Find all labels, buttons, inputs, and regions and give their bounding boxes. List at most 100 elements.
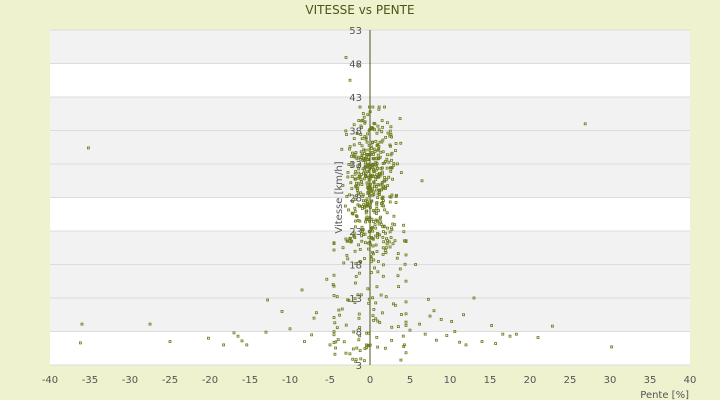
scatter-point — [368, 240, 372, 244]
scatter-point — [379, 220, 383, 224]
x-tick-label: 40 — [684, 375, 697, 386]
scatter-point — [387, 240, 391, 244]
scatter-point — [370, 217, 374, 221]
scatter-point — [362, 115, 366, 119]
scatter-point — [376, 148, 380, 152]
scatter-point — [369, 202, 373, 206]
scatter-point — [351, 347, 355, 351]
scatter-point — [168, 340, 172, 343]
scatter-point — [357, 316, 361, 320]
scatter-point — [340, 307, 344, 311]
x-tick-label: 20 — [524, 375, 537, 386]
x-tick-label: 15 — [484, 375, 497, 386]
scatter-point — [363, 168, 366, 172]
scatter-point — [371, 225, 375, 229]
scatter-point — [280, 309, 284, 313]
scatter-point — [359, 150, 363, 154]
scatter-point — [363, 121, 367, 125]
scatter-point — [379, 293, 383, 297]
scatter-point — [374, 139, 378, 143]
scatter-point — [380, 170, 384, 174]
scatter-point — [385, 166, 389, 170]
scatter-point — [310, 333, 314, 337]
scatter-point — [353, 225, 357, 229]
scatter-point — [394, 142, 398, 145]
scatter-point — [390, 228, 394, 231]
scatter-point — [369, 243, 372, 247]
scatter-point — [390, 151, 394, 155]
scatter-point — [344, 129, 348, 133]
scatter-point — [240, 339, 244, 343]
scatter-point — [354, 151, 358, 155]
scatter-point — [360, 119, 364, 123]
scatter-point — [354, 177, 357, 181]
scatter-point — [360, 180, 364, 184]
scatter-point — [376, 196, 380, 200]
scatter-point — [365, 155, 369, 159]
scatter-point — [373, 150, 377, 153]
scatter-point — [374, 317, 378, 321]
x-tick-label: 5 — [407, 375, 413, 386]
scatter-point — [344, 237, 348, 241]
scatter-point — [374, 234, 378, 238]
scatter-point — [264, 330, 268, 334]
scatter-point — [348, 193, 352, 197]
scatter-point — [375, 173, 379, 177]
scatter-point — [404, 253, 408, 257]
scatter-point — [372, 258, 376, 262]
scatter-point — [350, 161, 354, 165]
scatter-point — [377, 260, 380, 263]
scatter-point — [366, 169, 370, 173]
scatter-point — [374, 218, 378, 222]
scatter-point — [381, 253, 385, 256]
scatter-point — [391, 222, 395, 226]
scatter-point — [236, 334, 240, 338]
y-tick-label: 3 — [356, 361, 362, 372]
scatter-point — [372, 147, 376, 151]
scatter-point — [395, 256, 399, 260]
scatter-point — [396, 162, 399, 166]
scatter-point — [346, 257, 350, 261]
scatter-point — [368, 105, 371, 109]
y-tick-label: 33 — [349, 160, 362, 171]
scatter-point — [366, 191, 370, 195]
scatter-point — [367, 301, 371, 305]
scatter-point — [325, 277, 329, 281]
x-tick-label: 35 — [644, 375, 657, 386]
x-tick-label: 0 — [367, 375, 373, 386]
scatter-point — [375, 250, 379, 253]
scatter-point — [354, 169, 358, 173]
scatter-point — [357, 243, 360, 247]
scatter-point — [359, 156, 363, 160]
scatter-point — [383, 208, 387, 212]
y-tick-label: 13 — [349, 294, 362, 305]
scatter-point — [374, 243, 378, 247]
scatter-point — [371, 193, 374, 197]
scatter-point — [344, 351, 348, 355]
scatter-point — [363, 135, 367, 138]
scatter-point — [396, 274, 400, 278]
scatter-point — [382, 199, 385, 203]
scatter-point — [404, 312, 408, 316]
scatter-point — [380, 130, 384, 134]
scatter-point — [490, 324, 494, 327]
scatter-point — [353, 209, 357, 213]
scatter-point — [375, 335, 379, 339]
scatter-point — [357, 174, 361, 178]
scatter-point — [381, 225, 385, 229]
scatter-point — [332, 273, 336, 277]
scatter-point — [352, 123, 356, 127]
scatter-point — [366, 162, 370, 166]
scatter-point — [148, 322, 152, 326]
scatter-point — [393, 239, 397, 243]
scatter-point — [376, 345, 380, 349]
scatter-point — [399, 358, 403, 362]
scatter-point — [369, 182, 372, 186]
scatter-point — [353, 249, 357, 253]
scatter-point — [352, 231, 356, 235]
scatter-point — [368, 216, 372, 220]
scatter-point — [418, 322, 422, 326]
scatter-point — [354, 219, 357, 223]
y-tick-label: 48 — [349, 60, 362, 71]
scatter-point — [379, 150, 383, 154]
